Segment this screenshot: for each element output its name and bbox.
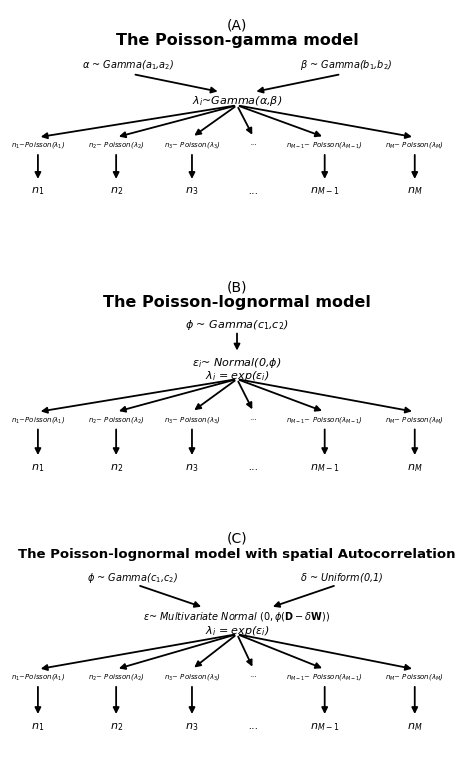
- Text: The Poisson-lognormal model with spatial Autocorrelation: The Poisson-lognormal model with spatial…: [18, 548, 456, 561]
- Text: $n_2$~ Poisson($\lambda_2$): $n_2$~ Poisson($\lambda_2$): [88, 140, 145, 151]
- Text: $n_1$: $n_1$: [31, 721, 45, 732]
- Text: ...: ...: [250, 140, 257, 147]
- Text: $n_M$: $n_M$: [407, 462, 422, 473]
- Text: $n_3$: $n_3$: [185, 721, 199, 732]
- Text: $\delta$ ~ Uniform(0,1): $\delta$ ~ Uniform(0,1): [300, 571, 383, 584]
- Text: $n_{M-1}$: $n_{M-1}$: [310, 186, 339, 197]
- Text: The Poisson-gamma model: The Poisson-gamma model: [116, 33, 358, 48]
- Text: $n_3$: $n_3$: [185, 186, 199, 197]
- Text: The Poisson-lognormal model: The Poisson-lognormal model: [103, 295, 371, 310]
- Text: $n_3$~ Poisson($\lambda_3$): $n_3$~ Poisson($\lambda_3$): [164, 140, 220, 151]
- Text: $n_M$~ Poisson($\lambda_M$): $n_M$~ Poisson($\lambda_M$): [385, 140, 444, 151]
- Text: $n_{M-1}$~ Poisson($\lambda_{M-1}$): $n_{M-1}$~ Poisson($\lambda_{M-1}$): [286, 140, 363, 151]
- Text: $\phi$ ~ Gamma($c_1$,$c_2$): $\phi$ ~ Gamma($c_1$,$c_2$): [185, 318, 289, 332]
- Text: ...: ...: [248, 186, 259, 196]
- Text: $\varepsilon_i$~ Normal(0,$\phi$): $\varepsilon_i$~ Normal(0,$\phi$): [192, 356, 282, 370]
- Text: $n_2$~ Poisson($\lambda_2$): $n_2$~ Poisson($\lambda_2$): [88, 672, 145, 682]
- Text: $\lambda_i$~Gamma($\alpha$,$\beta$): $\lambda_i$~Gamma($\alpha$,$\beta$): [192, 94, 282, 108]
- Text: ...: ...: [250, 672, 257, 679]
- Text: $n_1$: $n_1$: [31, 462, 45, 473]
- Text: $n_{M-1}$~ Poisson($\lambda_{M-1}$): $n_{M-1}$~ Poisson($\lambda_{M-1}$): [286, 415, 363, 425]
- Text: $n_M$: $n_M$: [407, 721, 422, 732]
- Text: $n_2$: $n_2$: [109, 721, 123, 732]
- Text: $n_M$~ Poisson($\lambda_M$): $n_M$~ Poisson($\lambda_M$): [385, 672, 444, 682]
- Text: $\phi$ ~ Gamma($c_1$,$c_2$): $\phi$ ~ Gamma($c_1$,$c_2$): [87, 571, 178, 585]
- Text: $\varepsilon$~ Multivariate Normal $(0, \phi(\mathbf{D} - \delta\mathbf{W}))$: $\varepsilon$~ Multivariate Normal $(0, …: [144, 610, 330, 624]
- Text: (B): (B): [227, 281, 247, 295]
- Text: ...: ...: [248, 462, 259, 472]
- Text: $n_1$~Poisson($\lambda_1$): $n_1$~Poisson($\lambda_1$): [11, 415, 65, 425]
- Text: $n_3$: $n_3$: [185, 462, 199, 473]
- Text: $n_3$~ Poisson($\lambda_3$): $n_3$~ Poisson($\lambda_3$): [164, 415, 220, 425]
- Text: $n_2$: $n_2$: [109, 462, 123, 473]
- Text: ...: ...: [248, 721, 259, 731]
- Text: $n_3$~ Poisson($\lambda_3$): $n_3$~ Poisson($\lambda_3$): [164, 672, 220, 682]
- Text: $n_{M-1}$: $n_{M-1}$: [310, 721, 339, 732]
- Text: $n_2$~ Poisson($\lambda_2$): $n_2$~ Poisson($\lambda_2$): [88, 415, 145, 425]
- Text: (C): (C): [227, 532, 247, 546]
- Text: $n_M$: $n_M$: [407, 186, 422, 197]
- Text: $n_1$~Poisson($\lambda_1$): $n_1$~Poisson($\lambda_1$): [11, 672, 65, 682]
- Text: $n_{M-1}$~ Poisson($\lambda_{M-1}$): $n_{M-1}$~ Poisson($\lambda_{M-1}$): [286, 672, 363, 682]
- Text: $n_M$~ Poisson($\lambda_M$): $n_M$~ Poisson($\lambda_M$): [385, 415, 444, 425]
- Text: $n_{M-1}$: $n_{M-1}$: [310, 462, 339, 473]
- Text: $n_1$: $n_1$: [31, 186, 45, 197]
- Text: ...: ...: [250, 415, 257, 421]
- Text: $\lambda_i$ = exp($\varepsilon_i$): $\lambda_i$ = exp($\varepsilon_i$): [205, 369, 269, 383]
- Text: $n_2$: $n_2$: [109, 186, 123, 197]
- Text: $\lambda_i$ = exp($\varepsilon_i$): $\lambda_i$ = exp($\varepsilon_i$): [205, 624, 269, 638]
- Text: $n_1$~Poisson($\lambda_1$): $n_1$~Poisson($\lambda_1$): [11, 140, 65, 151]
- Text: (A): (A): [227, 19, 247, 33]
- Text: $\alpha$ ~ Gamma($a_1$,$a_2$): $\alpha$ ~ Gamma($a_1$,$a_2$): [82, 58, 174, 72]
- Text: $\beta$ ~ Gamma($b_1$,$b_2$): $\beta$ ~ Gamma($b_1$,$b_2$): [300, 58, 392, 73]
